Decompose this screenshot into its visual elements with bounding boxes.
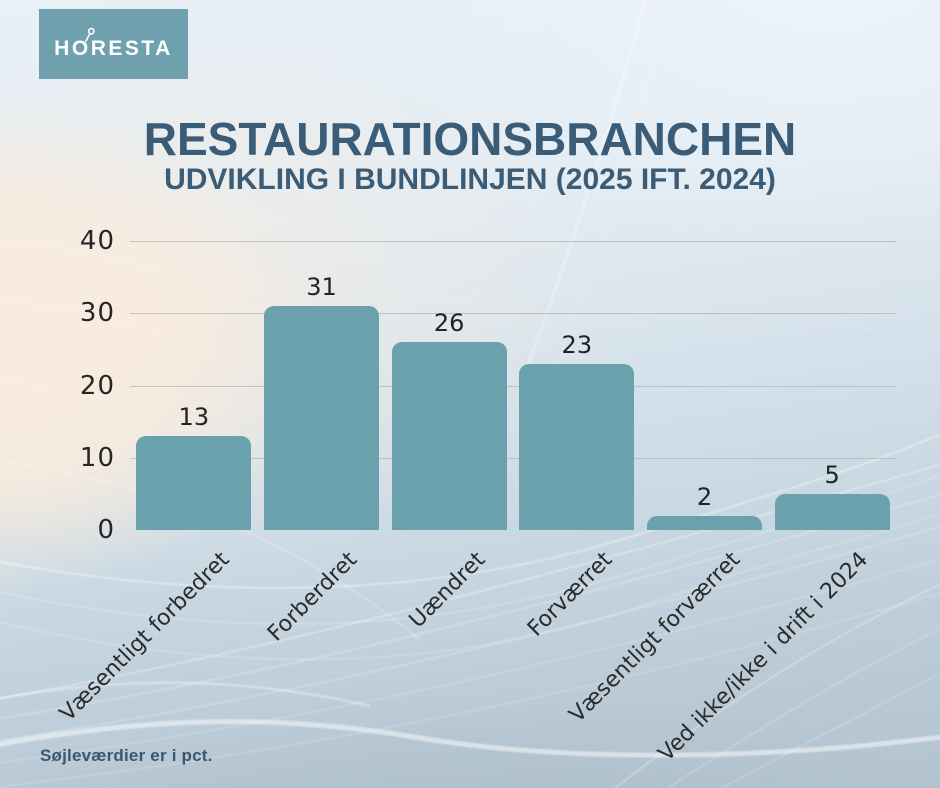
bar-0	[136, 436, 252, 530]
x-axis-label-1: Forberdret	[263, 547, 363, 647]
logo-letter-o: O	[71, 37, 91, 60]
page-title: RESTAURATIONSBRANCHEN	[143, 113, 797, 165]
y-tick-label-40: 40	[79, 226, 115, 256]
bar-value-3: 23	[561, 330, 593, 359]
gridline-10	[130, 457, 896, 459]
horesta-logo: H O RESTA	[39, 9, 188, 79]
horesta-logo-text: H O RESTA	[54, 27, 173, 61]
logo-text-part1: H	[54, 37, 72, 60]
bar-value-5: 5	[824, 460, 840, 489]
logo-text-part2: RESTA	[90, 37, 173, 60]
logo-utensil-icon	[82, 24, 96, 48]
gridline-30	[130, 313, 896, 315]
gridline-40	[130, 241, 896, 242]
gridline-20	[130, 385, 896, 387]
x-axis-label-5: Ved ikke/ikke i drift i 2024	[653, 547, 874, 767]
bar-1	[264, 306, 379, 530]
bar-value-0: 13	[178, 403, 210, 432]
y-tick-label-30: 30	[79, 298, 115, 329]
y-tick-label-10: 10	[79, 442, 115, 473]
y-tick-label-0: 0	[97, 515, 115, 545]
page-subtitle: UDVIKLING I BUNDLINJEN (2025 IFT. 2024)	[164, 163, 776, 196]
x-axis-label-3: Forværret	[523, 547, 618, 642]
bar-value-4: 2	[696, 482, 713, 511]
bar-value-2: 26	[433, 309, 465, 338]
footer-note: Søjleværdier er i pct.	[40, 746, 213, 765]
bar-4	[647, 515, 762, 530]
bar-3	[519, 363, 635, 530]
x-axis-label-0: Væsentligt forbedret	[55, 547, 235, 727]
bar-5	[774, 493, 890, 530]
y-tick-label-20: 20	[79, 370, 115, 401]
bar-value-1: 31	[306, 273, 337, 302]
x-axis-label-2: Uændret	[404, 547, 491, 634]
bar-2	[391, 342, 507, 530]
